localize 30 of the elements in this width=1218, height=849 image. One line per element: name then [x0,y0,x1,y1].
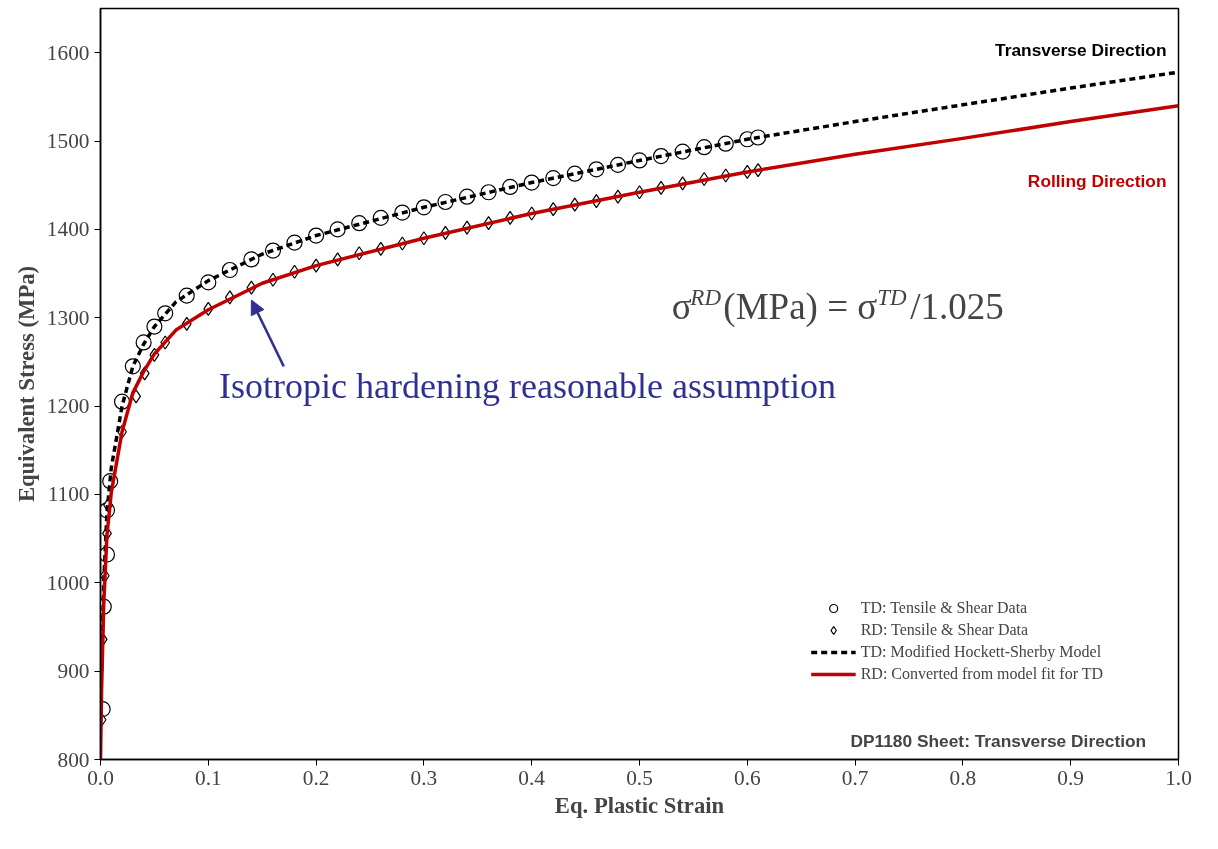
x-tick-label: 0.1 [194,765,222,790]
x-tick-label: 0.4 [518,765,546,790]
x-tick-label: 0.2 [302,765,330,790]
x-tick-label: 0.8 [949,765,977,790]
x-tick-label: 0.0 [87,765,114,790]
y-tick-label: 1100 [47,482,90,507]
y-tick-label: 1400 [46,217,90,242]
y-tick-label: 1000 [46,570,90,595]
y-axis-title: Equivalent Stress (MPa) [13,265,39,503]
y-tick-label: 1300 [46,305,90,330]
x-axis-title: Eq. Plastic Strain [554,792,725,818]
x-tick-label: 0.3 [410,765,438,790]
annotation: DP1180 Sheet: Transverse Direction [850,730,1147,751]
legend-label: TD: Tensile & Shear Data [860,599,1028,617]
legend-label: RD: Tensile & Shear Data [860,621,1029,639]
x-tick-label: 1.0 [1165,765,1192,790]
legend-label: RD: Converted from model fit for TD [860,665,1103,683]
y-tick-label: 900 [57,659,90,684]
x-tick-label: 0.9 [1057,765,1085,790]
x-tick-label: 0.7 [841,765,869,790]
x-tick-label: 0.6 [733,765,761,790]
x-tick-label: 0.5 [626,765,653,790]
annotation: Isotropic hardening reasonable assumption [219,366,836,407]
y-tick-label: 1200 [46,394,90,419]
y-tick-label: 1600 [46,40,90,65]
y-tick-label: 1500 [46,129,90,154]
annotation: Rolling Direction [1027,170,1167,191]
y-tick-label: 800 [57,747,90,772]
legend-label: TD: Modified Hockett-Sherby Model [860,643,1102,661]
annotation: Transverse Direction [995,40,1167,61]
